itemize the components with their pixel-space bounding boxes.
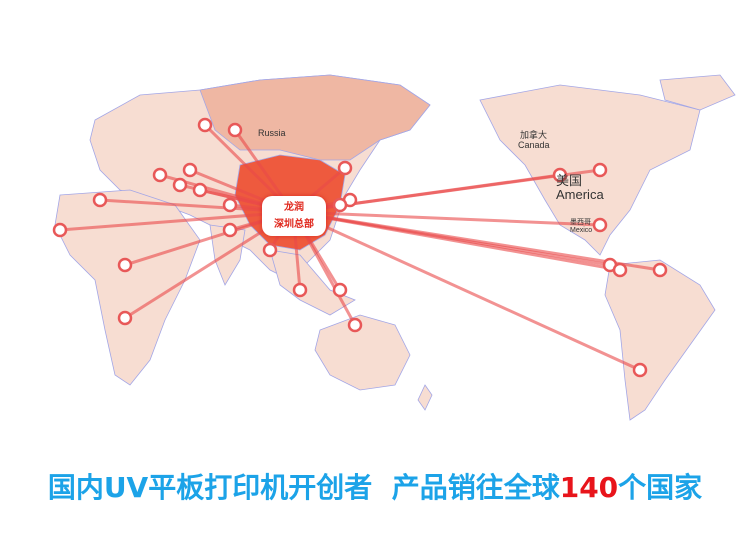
label-mexico-cn: 墨西哥 xyxy=(570,219,591,226)
location-pin-icon xyxy=(292,282,308,298)
connection-lines xyxy=(59,123,661,372)
label-america-cn: 美国 xyxy=(556,173,583,188)
location-pin-icon xyxy=(152,167,168,183)
russia xyxy=(199,74,431,161)
location-pin-icon xyxy=(632,362,648,378)
location-pin-icon xyxy=(332,197,348,213)
southeast-asia xyxy=(269,249,356,316)
location-pin-icon xyxy=(652,262,668,278)
connection-line xyxy=(292,210,641,372)
location-pin-icon xyxy=(222,197,238,213)
location-pin-icon xyxy=(612,262,628,278)
australia xyxy=(314,314,411,391)
south-america xyxy=(604,259,716,421)
connection-line xyxy=(292,210,601,227)
headquarters-label: 龙润 深圳总部 xyxy=(262,196,326,236)
location-pin-icon xyxy=(262,242,278,258)
connection-line xyxy=(99,198,294,214)
location-pin-icon xyxy=(172,177,188,193)
country-count: 140 xyxy=(559,471,619,504)
destination-pins xyxy=(52,117,668,378)
africa xyxy=(54,189,201,386)
hub-location: 深圳总部 xyxy=(274,219,314,230)
location-pin-icon xyxy=(347,317,363,333)
label-canada-cn: 加拿大 xyxy=(520,130,548,140)
slogan-suffix: 个国家 xyxy=(618,471,703,504)
world-map xyxy=(52,74,736,421)
location-pin-icon xyxy=(117,257,133,273)
hub-brand: 龙润 xyxy=(284,202,304,213)
label-canada-en: Canada xyxy=(518,140,550,150)
location-pin-icon xyxy=(592,162,608,178)
location-pin-icon xyxy=(222,222,238,238)
connection-line xyxy=(292,210,661,272)
slogan-banner: 国内UV平板打印机开创者 产品销往全球140个国家 xyxy=(0,466,750,506)
location-pin-icon xyxy=(337,160,353,176)
slogan-prefix: 国内UV平板打印机开创者 产品销往全球 xyxy=(47,471,560,504)
label-mexico-en: Mexico xyxy=(570,227,593,234)
location-pin-icon xyxy=(182,162,198,178)
label-russia: Russia xyxy=(258,128,286,138)
location-pin-icon xyxy=(592,217,608,233)
location-pin-icon xyxy=(227,122,243,138)
new-zealand xyxy=(417,384,433,411)
location-pin-icon xyxy=(52,222,68,238)
location-pin-icon xyxy=(192,182,208,198)
location-pin-icon xyxy=(197,117,213,133)
greenland xyxy=(659,74,736,111)
location-pin-icon xyxy=(117,310,133,326)
location-pin-icon xyxy=(552,167,568,183)
location-pin-icon xyxy=(92,192,108,208)
connection-line xyxy=(59,210,294,232)
location-pin-icon xyxy=(332,282,348,298)
label-america-en: America xyxy=(556,187,604,202)
